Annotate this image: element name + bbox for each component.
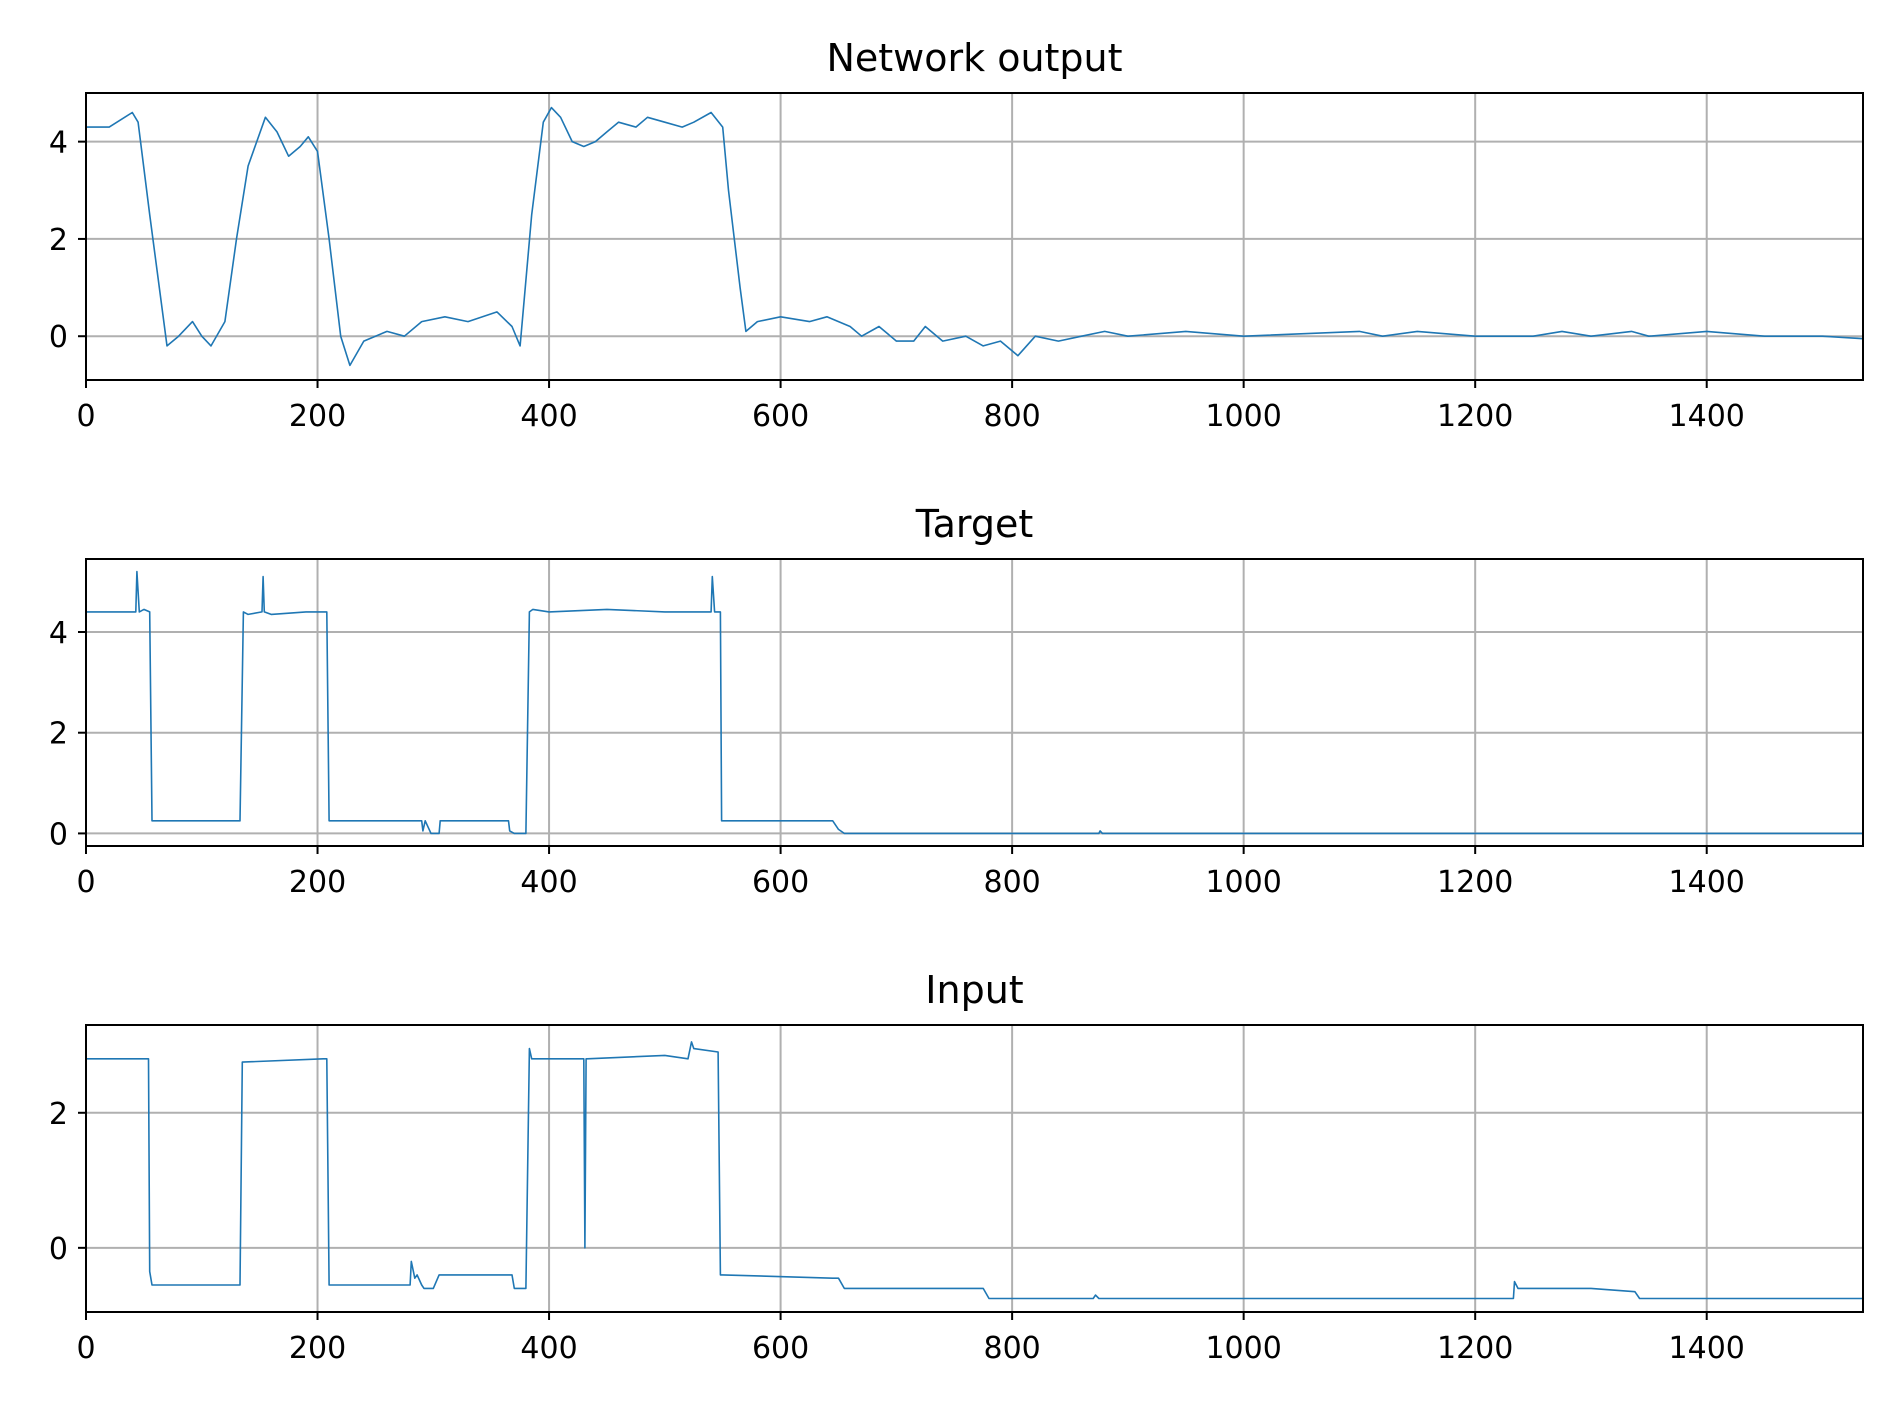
x-tick-label: 400: [520, 399, 577, 434]
chart-title: Input: [925, 968, 1023, 1012]
chart-title: Network output: [826, 36, 1122, 80]
chart-panel-2: Input 0 200 400 600 800 1000 1200 1400 0 2: [49, 968, 1864, 1366]
x-tick-label: 1200: [1437, 865, 1513, 900]
y-tick-label: 4: [49, 616, 68, 651]
series-line-0: [86, 570, 1863, 835]
x-tick-label: 0: [76, 399, 95, 434]
x-tick-label: 1400: [1669, 865, 1745, 900]
y-tick-label: 2: [49, 223, 68, 258]
axes-frame: [85, 558, 1864, 847]
x-tick-label: 1400: [1669, 399, 1745, 434]
axes-frame: [85, 1024, 1864, 1313]
x-tick-label: 200: [289, 1331, 346, 1366]
x-tick-label: 800: [983, 1331, 1040, 1366]
x-tick-label: 1200: [1437, 1331, 1513, 1366]
x-tick-label: 1200: [1437, 399, 1513, 434]
chart-panel-1: Target 0 200 400 600 800 1000 1200 1400 0 2 4: [49, 502, 1864, 900]
x-tick-label: 1000: [1205, 865, 1281, 900]
y-tick-label: 2: [49, 717, 68, 752]
x-tick-label: 600: [752, 1331, 809, 1366]
x-tick-label: 1000: [1205, 399, 1281, 434]
x-tick-label: 800: [983, 399, 1040, 434]
x-tick-label: 1400: [1669, 1331, 1745, 1366]
x-tick-label: 200: [289, 865, 346, 900]
axes-frame: [85, 92, 1864, 381]
x-tick-label: 200: [289, 399, 346, 434]
x-tick-label: 600: [752, 865, 809, 900]
chart-title: Target: [915, 502, 1034, 546]
x-tick-label: 400: [520, 865, 577, 900]
series-line-0: [86, 1041, 1863, 1300]
x-tick-label: 0: [76, 865, 95, 900]
y-tick-label: 0: [49, 320, 68, 355]
x-tick-label: 600: [752, 399, 809, 434]
x-tick-label: 800: [983, 865, 1040, 900]
y-tick-label: 4: [49, 126, 68, 161]
y-tick-label: 0: [49, 1232, 68, 1267]
x-tick-label: 0: [76, 1331, 95, 1366]
x-tick-label: 400: [520, 1331, 577, 1366]
y-tick-label: 2: [49, 1097, 68, 1132]
chart-panel-0: Network output 0 200 400 600 800 1000 1200 1400 0…: [49, 36, 1864, 434]
y-tick-label: 0: [49, 817, 68, 852]
series-line-0: [86, 106, 1864, 367]
x-tick-label: 1000: [1205, 1331, 1281, 1366]
